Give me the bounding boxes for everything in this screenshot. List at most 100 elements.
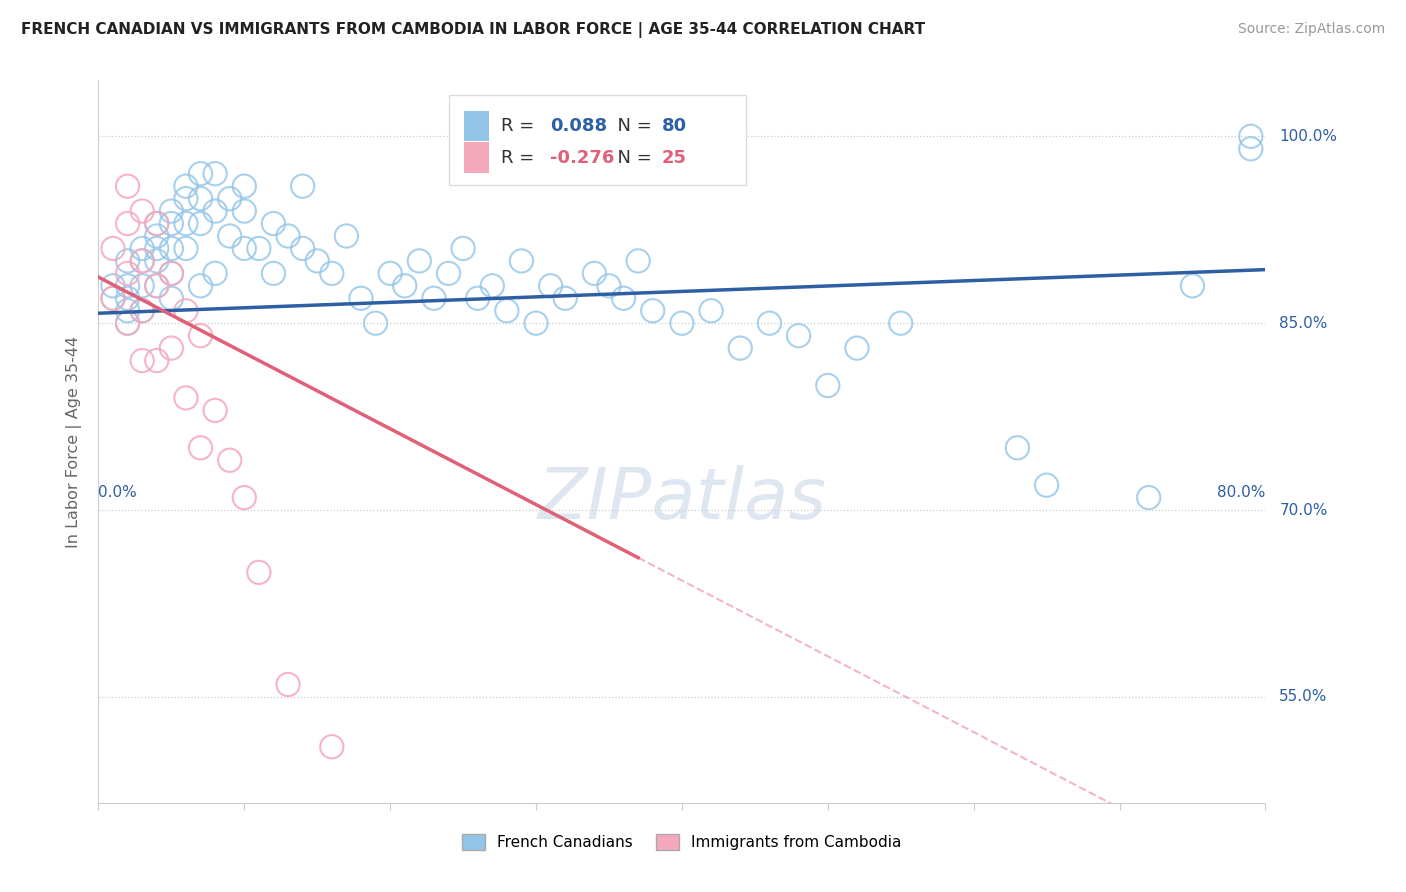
Text: FRENCH CANADIAN VS IMMIGRANTS FROM CAMBODIA IN LABOR FORCE | AGE 35-44 CORRELATI: FRENCH CANADIAN VS IMMIGRANTS FROM CAMBO…: [21, 22, 925, 38]
Point: [451, 242, 474, 256]
Point: [890, 316, 912, 330]
Point: [204, 167, 226, 181]
Point: [131, 253, 153, 268]
Point: [160, 204, 183, 219]
Text: 0.0%: 0.0%: [98, 485, 138, 500]
Text: 70.0%: 70.0%: [1279, 502, 1327, 517]
Point: [131, 242, 153, 256]
Point: [146, 229, 169, 244]
Point: [1240, 142, 1263, 156]
Point: [277, 229, 299, 244]
Point: [1181, 278, 1204, 293]
Point: [817, 378, 839, 392]
FancyBboxPatch shape: [449, 95, 747, 185]
Point: [787, 328, 810, 343]
Point: [277, 677, 299, 691]
Point: [131, 204, 153, 219]
Point: [408, 253, 430, 268]
Point: [146, 217, 169, 231]
Point: [730, 341, 752, 355]
Point: [291, 179, 314, 194]
Point: [174, 391, 197, 405]
Point: [291, 242, 314, 256]
Point: [350, 291, 373, 305]
Point: [846, 341, 869, 355]
Text: 25: 25: [662, 149, 688, 167]
Point: [174, 242, 197, 256]
Text: N =: N =: [606, 117, 658, 135]
Point: [612, 291, 634, 305]
Point: [247, 566, 270, 580]
Text: N =: N =: [606, 149, 658, 167]
FancyBboxPatch shape: [464, 111, 489, 141]
Point: [190, 441, 212, 455]
Point: [423, 291, 446, 305]
Point: [174, 179, 197, 194]
Point: [218, 229, 240, 244]
Text: Source: ZipAtlas.com: Source: ZipAtlas.com: [1237, 22, 1385, 37]
Point: [671, 316, 693, 330]
Point: [481, 278, 503, 293]
Point: [700, 303, 723, 318]
Point: [380, 266, 402, 280]
Point: [262, 266, 284, 280]
Point: [146, 278, 169, 293]
Point: [117, 316, 139, 330]
Point: [131, 303, 153, 318]
Point: [160, 242, 183, 256]
Point: [146, 353, 169, 368]
Point: [131, 278, 153, 293]
Point: [146, 242, 169, 256]
Point: [160, 266, 183, 280]
Point: [174, 192, 197, 206]
Text: ZIPatlas: ZIPatlas: [537, 465, 827, 533]
Text: 80.0%: 80.0%: [1218, 485, 1265, 500]
Point: [131, 253, 153, 268]
Text: R =: R =: [501, 149, 540, 167]
Point: [174, 217, 197, 231]
Point: [131, 303, 153, 318]
Text: R =: R =: [501, 117, 540, 135]
Point: [146, 278, 169, 293]
Point: [190, 192, 212, 206]
Point: [117, 266, 139, 280]
Point: [364, 316, 387, 330]
Point: [174, 303, 197, 318]
Point: [233, 242, 256, 256]
Legend: French Canadians, Immigrants from Cambodia: French Canadians, Immigrants from Cambod…: [456, 829, 908, 856]
Point: [218, 453, 240, 467]
Point: [321, 739, 343, 754]
Text: 85.0%: 85.0%: [1279, 316, 1327, 331]
Point: [117, 179, 139, 194]
Point: [467, 291, 489, 305]
Point: [204, 403, 226, 417]
Point: [1007, 441, 1029, 455]
Point: [758, 316, 780, 330]
Point: [394, 278, 416, 293]
Text: 0.088: 0.088: [550, 117, 607, 135]
Point: [204, 204, 226, 219]
Point: [160, 291, 183, 305]
Point: [540, 278, 562, 293]
Point: [598, 278, 620, 293]
Point: [233, 204, 256, 219]
Point: [204, 266, 226, 280]
Point: [117, 253, 139, 268]
Point: [190, 217, 212, 231]
Point: [117, 316, 139, 330]
Point: [101, 242, 124, 256]
Point: [160, 341, 183, 355]
Point: [117, 291, 139, 305]
Text: -0.276: -0.276: [550, 149, 614, 167]
Point: [321, 266, 343, 280]
Point: [247, 242, 270, 256]
Point: [146, 253, 169, 268]
Point: [101, 291, 124, 305]
Point: [627, 253, 650, 268]
Point: [117, 278, 139, 293]
Point: [510, 253, 533, 268]
Point: [233, 491, 256, 505]
Point: [117, 217, 139, 231]
Point: [524, 316, 547, 330]
Point: [262, 217, 284, 231]
